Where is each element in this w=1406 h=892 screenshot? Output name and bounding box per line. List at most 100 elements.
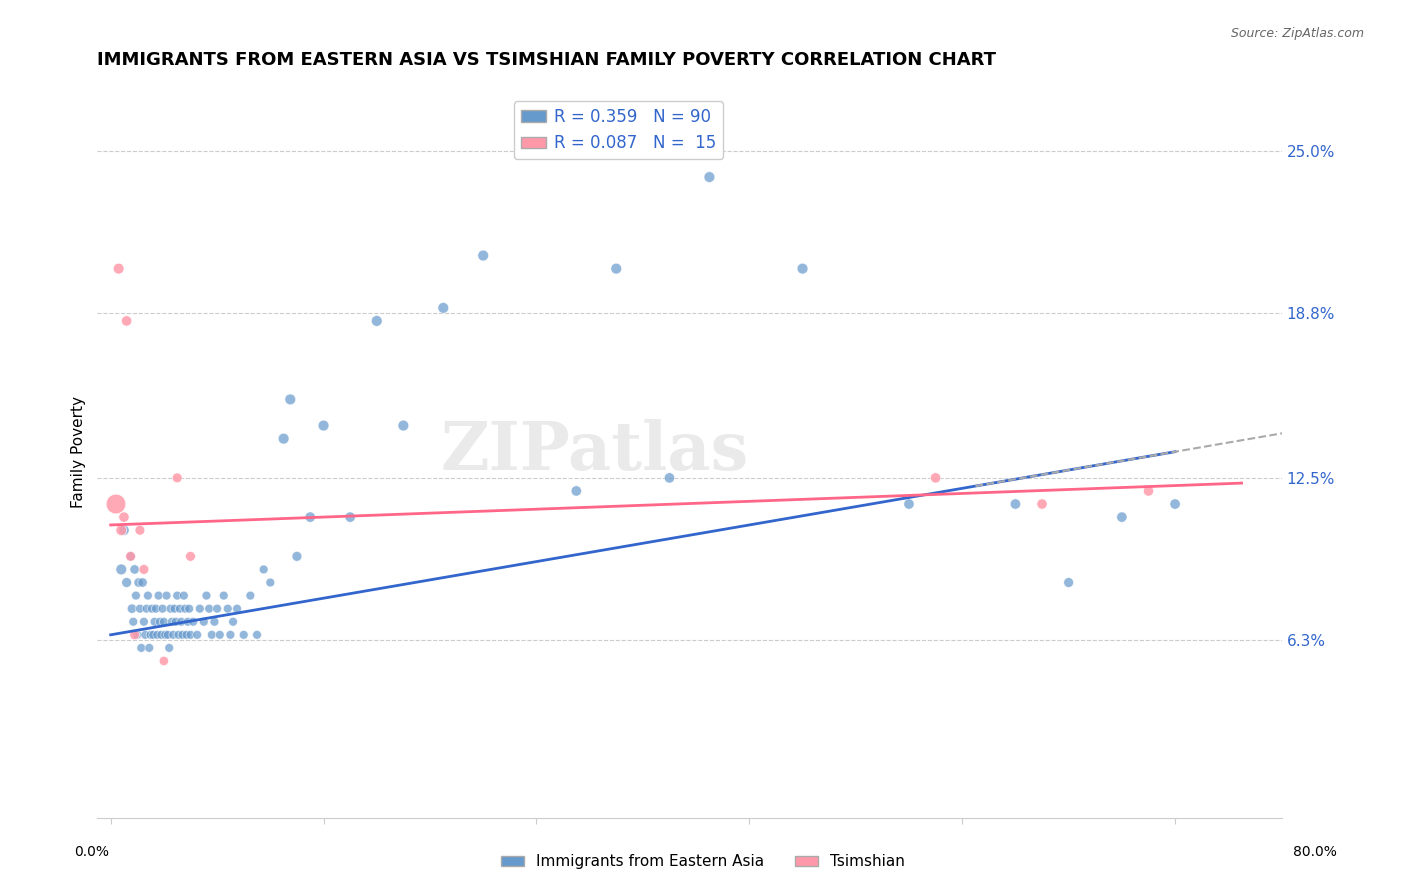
Point	[174, 601, 197, 615]
Point	[139, 628, 162, 642]
Point	[170, 615, 193, 629]
Point	[145, 601, 167, 615]
Point	[699, 170, 721, 185]
Point	[127, 628, 149, 642]
Point	[160, 615, 183, 629]
Point	[219, 628, 242, 642]
Point	[565, 483, 588, 498]
Legend: Immigrants from Eastern Asia, Tsimshian: Immigrants from Eastern Asia, Tsimshian	[495, 848, 911, 875]
Point	[110, 523, 132, 537]
Point	[392, 418, 415, 433]
Point	[246, 628, 269, 642]
Point	[605, 261, 627, 276]
Point	[163, 601, 186, 615]
Point	[181, 615, 204, 629]
Point	[172, 628, 194, 642]
Point	[141, 601, 163, 615]
Point	[204, 615, 226, 629]
Point	[179, 601, 201, 615]
Point	[115, 575, 138, 590]
Text: 80.0%: 80.0%	[1292, 846, 1337, 859]
Point	[165, 615, 187, 629]
Point	[129, 601, 152, 615]
Point	[195, 589, 218, 603]
Point	[1004, 497, 1026, 511]
Point	[121, 601, 143, 615]
Y-axis label: Family Poverty: Family Poverty	[72, 396, 86, 508]
Point	[176, 628, 198, 642]
Point	[173, 589, 195, 603]
Point	[166, 589, 188, 603]
Point	[138, 640, 160, 655]
Point	[1111, 510, 1133, 524]
Point	[143, 615, 166, 629]
Point	[125, 589, 148, 603]
Point	[156, 628, 179, 642]
Point	[339, 510, 361, 524]
Point	[110, 562, 132, 576]
Point	[792, 261, 814, 276]
Point	[167, 628, 190, 642]
Point	[259, 575, 281, 590]
Text: Source: ZipAtlas.com: Source: ZipAtlas.com	[1230, 27, 1364, 40]
Point	[193, 615, 215, 629]
Point	[273, 432, 295, 446]
Point	[198, 601, 221, 615]
Point	[1137, 483, 1160, 498]
Point	[132, 615, 155, 629]
Point	[179, 549, 201, 564]
Point	[239, 589, 262, 603]
Point	[124, 628, 146, 642]
Point	[366, 314, 388, 328]
Text: 0.0%: 0.0%	[75, 846, 108, 859]
Point	[142, 628, 165, 642]
Text: ZIPatlas: ZIPatlas	[440, 419, 749, 484]
Point	[278, 392, 301, 407]
Point	[897, 497, 920, 511]
Point	[112, 510, 135, 524]
Point	[232, 628, 254, 642]
Point	[136, 589, 159, 603]
Point	[217, 601, 239, 615]
Point	[1031, 497, 1053, 511]
Point	[120, 549, 142, 564]
Point	[312, 418, 335, 433]
Point	[162, 628, 184, 642]
Point	[131, 575, 153, 590]
Point	[120, 549, 142, 564]
Point	[285, 549, 308, 564]
Point	[152, 601, 174, 615]
Point	[159, 601, 181, 615]
Point	[134, 628, 156, 642]
Point	[129, 523, 152, 537]
Point	[157, 640, 180, 655]
Point	[222, 615, 245, 629]
Point	[924, 471, 946, 485]
Point	[129, 640, 152, 655]
Point	[186, 628, 208, 642]
Point	[212, 589, 235, 603]
Point	[208, 628, 231, 642]
Point	[201, 628, 224, 642]
Legend: R = 0.359   N = 90, R = 0.087   N =  15: R = 0.359 N = 90, R = 0.087 N = 15	[515, 101, 723, 159]
Point	[128, 575, 150, 590]
Point	[205, 601, 228, 615]
Point	[179, 628, 201, 642]
Point	[253, 562, 276, 576]
Point	[526, 13, 548, 28]
Point	[153, 615, 176, 629]
Point	[1057, 575, 1080, 590]
Point	[132, 562, 155, 576]
Point	[148, 589, 170, 603]
Point	[166, 471, 188, 485]
Point	[188, 601, 211, 615]
Point	[155, 589, 177, 603]
Point	[115, 314, 138, 328]
Point	[177, 615, 200, 629]
Text: IMMIGRANTS FROM EASTERN ASIA VS TSIMSHIAN FAMILY POVERTY CORRELATION CHART: IMMIGRANTS FROM EASTERN ASIA VS TSIMSHIA…	[97, 51, 997, 69]
Point	[169, 601, 191, 615]
Point	[299, 510, 322, 524]
Point	[226, 601, 249, 615]
Point	[107, 261, 129, 276]
Point	[149, 615, 172, 629]
